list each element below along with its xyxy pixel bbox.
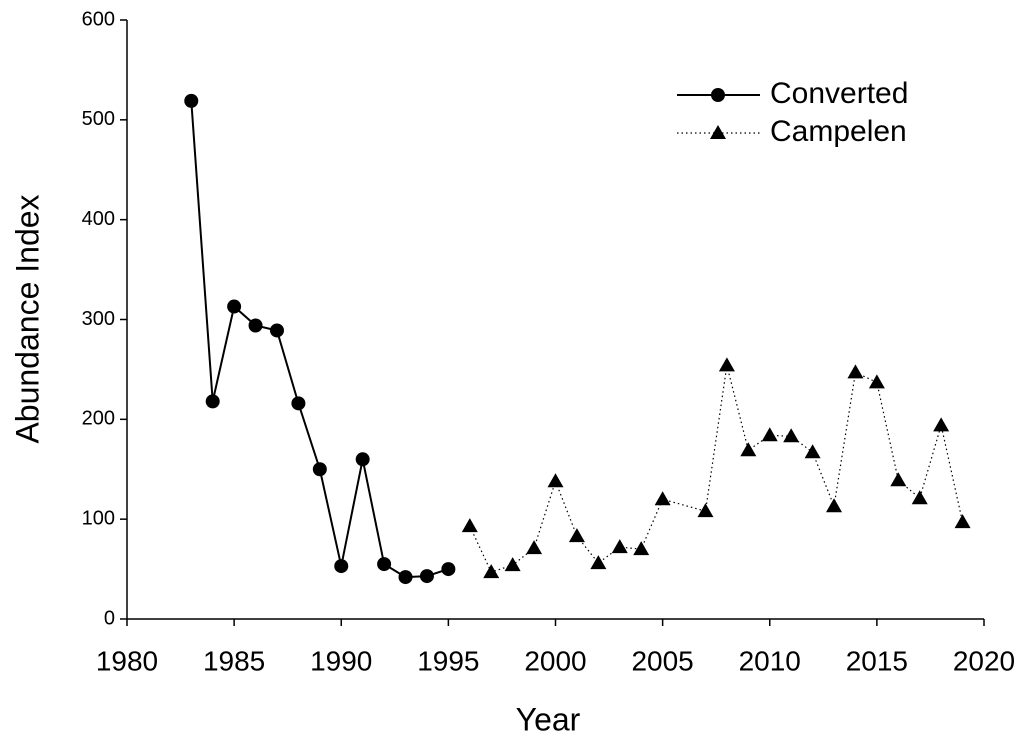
data-point: [184, 93, 199, 108]
x-tick-label: 2020: [953, 645, 1015, 676]
series-line: [469, 365, 964, 573]
x-tick-label: 1995: [417, 645, 479, 676]
data-point: [933, 417, 950, 432]
x-tick-label: 1990: [310, 645, 372, 676]
legend-label: Campelen: [770, 115, 907, 148]
data-point: [654, 491, 671, 506]
y-axis-title: Abundance Index: [9, 194, 45, 443]
data-point: [334, 559, 349, 574]
data-point: [227, 299, 242, 314]
data-point: [269, 323, 284, 338]
data-point: [890, 472, 907, 487]
data-point: [697, 503, 714, 518]
data-point: [611, 539, 628, 554]
x-tick-label: 1980: [96, 645, 158, 676]
y-tick-label: 200: [82, 408, 115, 430]
data-point: [954, 514, 971, 529]
data-point: [398, 570, 413, 585]
data-point: [740, 442, 757, 457]
y-tick-label: 400: [82, 208, 115, 230]
data-point: [205, 394, 220, 409]
legend-marker: [711, 88, 725, 102]
data-point: [847, 364, 864, 379]
data-point: [248, 318, 263, 333]
data-point: [461, 518, 478, 533]
data-point: [633, 541, 650, 556]
data-point: [761, 427, 778, 442]
data-point: [718, 357, 735, 372]
x-tick-label: 2010: [739, 645, 801, 676]
x-tick-label: 2015: [846, 645, 908, 676]
y-tick-label: 300: [82, 308, 115, 330]
data-point: [547, 473, 564, 488]
x-tick-label: 2005: [631, 645, 693, 676]
data-point: [441, 562, 456, 577]
data-point: [526, 540, 543, 555]
y-tick-label: 600: [82, 8, 115, 30]
data-point: [419, 569, 434, 584]
y-tick-label: 500: [82, 108, 115, 130]
data-point: [355, 452, 370, 467]
data-point: [483, 564, 500, 579]
data-point: [826, 498, 843, 513]
data-point: [911, 490, 928, 505]
legend-marker: [710, 125, 726, 139]
data-point: [590, 555, 607, 570]
legend-label: Converted: [770, 77, 908, 110]
data-point: [804, 444, 821, 459]
series-line: [190, 100, 449, 579]
data-point: [783, 428, 800, 443]
y-tick-label: 100: [82, 507, 115, 529]
data-point: [504, 557, 521, 572]
data-point: [291, 396, 306, 411]
data-point: [568, 528, 585, 543]
y-tick-label: 0: [104, 607, 115, 629]
data-point: [377, 557, 392, 572]
x-tick-label: 2000: [524, 645, 586, 676]
data-point: [312, 462, 327, 477]
x-axis-title: Year: [516, 701, 581, 737]
data-point: [868, 374, 885, 389]
x-tick-label: 1985: [203, 645, 265, 676]
